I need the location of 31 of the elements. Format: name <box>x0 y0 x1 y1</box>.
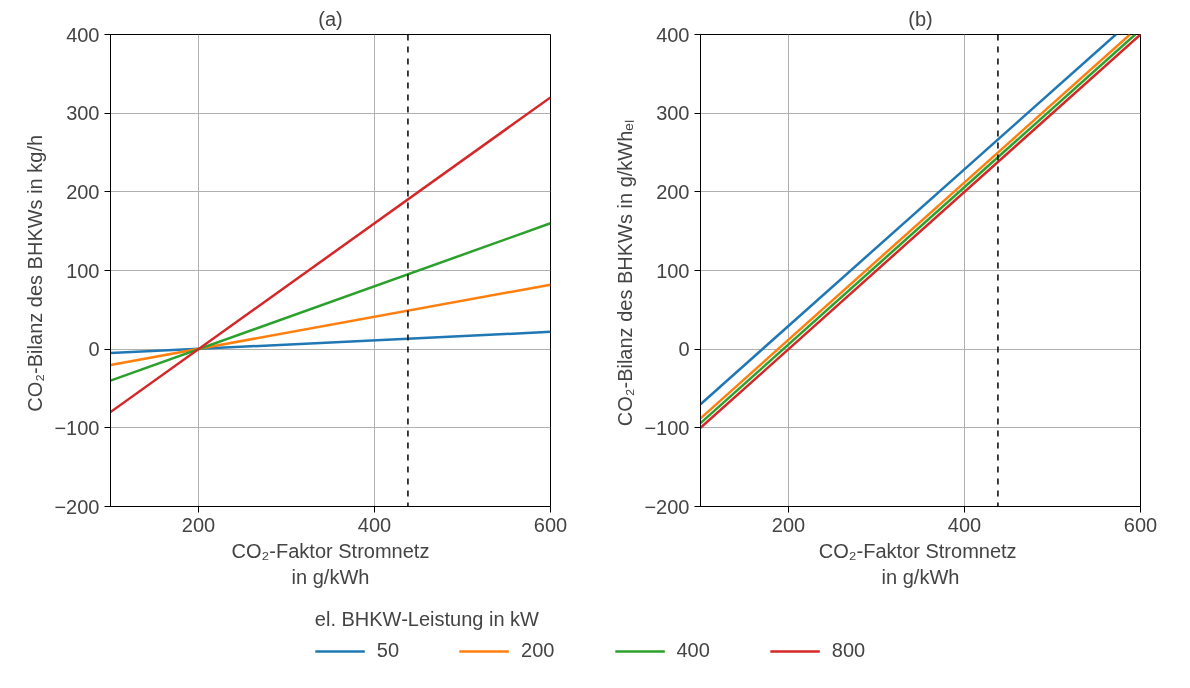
y-tick-label: 200 <box>66 180 100 203</box>
x-tick-label: 600 <box>1123 513 1158 536</box>
y-axis-title: CO₂-Bilanz des BHKWs in kg/h <box>24 134 47 412</box>
x-axis-title: CO₂-Faktor Stromnetz in g/kWh <box>818 539 1017 588</box>
y-tick-label: 300 <box>656 102 690 125</box>
y-tick-label: −100 <box>644 416 690 439</box>
x-tick-label: 200 <box>181 513 216 536</box>
y-tick-label: 0 <box>88 338 100 361</box>
legend-label: 800 <box>831 639 866 662</box>
y-tick-label: 100 <box>66 259 100 282</box>
x-tick-label: 200 <box>771 513 806 536</box>
y-tick-label: 400 <box>656 23 690 46</box>
y-tick-label: 200 <box>656 180 690 203</box>
y-tick-label: 0 <box>678 338 690 361</box>
y-tick-label: 100 <box>656 259 690 282</box>
y-tick-label: 400 <box>66 23 100 46</box>
x-axis-title: CO₂-Faktor Stromnetz in g/kWh <box>231 539 430 588</box>
y-tick-label: 300 <box>66 102 100 125</box>
y-tick-label: −200 <box>54 495 100 518</box>
x-tick-label: 400 <box>357 513 392 536</box>
legend-label: 200 <box>521 639 555 662</box>
legend-label: 400 <box>676 639 710 662</box>
legend-label: 50 <box>376 639 400 662</box>
x-tick-label: 600 <box>533 513 568 536</box>
y-axis-title: CO₂-Bilanz des BHKWs in g/kWhₑₗ <box>614 120 637 427</box>
chart-title: (b) <box>908 7 933 30</box>
legend-title: el. BHKW-Leistung in kW <box>314 608 540 631</box>
y-tick-label: −100 <box>54 416 100 439</box>
x-tick-label: 400 <box>947 513 982 536</box>
chart-title: (a) <box>318 7 343 30</box>
y-tick-label: −200 <box>644 495 690 518</box>
